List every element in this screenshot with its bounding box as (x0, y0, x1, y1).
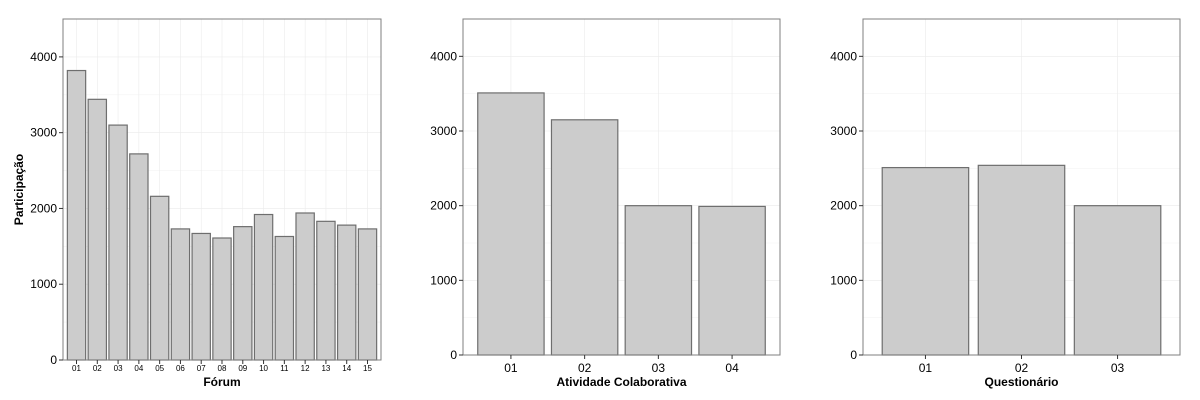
y-tick-label: 4000 (430, 49, 457, 63)
y-tick-label: 1000 (30, 277, 57, 291)
bar-11 (274, 235, 295, 361)
x-tick-label-02: 02 (93, 364, 102, 373)
x-tick-label-09: 09 (238, 364, 247, 373)
plot-frame (462, 18, 781, 356)
y-tick-label: 0 (50, 353, 57, 367)
bar-02 (87, 98, 108, 361)
bar-07 (191, 232, 211, 361)
x-tick-label-05: 05 (155, 364, 164, 373)
x-tick-label-10: 10 (259, 364, 268, 373)
x-tick-label-06: 06 (176, 364, 185, 373)
x-tick-label-08: 08 (218, 364, 227, 373)
bar-09 (233, 226, 253, 361)
x-tick-label-03: 03 (1111, 361, 1125, 375)
x-tick-label-11: 11 (280, 364, 289, 373)
bar-02 (977, 164, 1066, 356)
chart-panel-atividade-colaborativa: 0 1000 2000 3000 4000 01 02 03 04 Atividade Colab… (430, 18, 781, 389)
y-tick-label: 3000 (30, 126, 57, 140)
x-tick-label-03: 03 (652, 361, 666, 375)
x-tick-label-12: 12 (301, 364, 310, 373)
bar-13 (316, 220, 336, 361)
x-tick-label-13: 13 (321, 364, 330, 373)
y-tick-label: 1000 (830, 273, 857, 287)
bar-04 (129, 153, 149, 361)
bar-01 (881, 166, 970, 356)
bar-05 (149, 195, 170, 361)
bar-02 (550, 119, 619, 356)
x-tick-label-01: 01 (72, 364, 81, 373)
chart-panel-questionario: 0 1000 2000 3000 4000 01 02 03 Questionário (830, 18, 1181, 389)
x-axis-title: Atividade Colaborativa (556, 375, 686, 389)
bar-03 (624, 205, 693, 356)
x-tick-label-01: 01 (919, 361, 933, 375)
bar-12 (295, 212, 315, 361)
x-tick-label-04: 04 (134, 364, 143, 373)
bar-04 (698, 205, 766, 356)
y-tick-label: 0 (450, 348, 457, 362)
y-tick-label: 3000 (830, 124, 857, 138)
x-axis-title: Questionário (984, 375, 1058, 389)
bar-15 (357, 228, 378, 361)
x-tick-label-03: 03 (114, 364, 123, 373)
y-tick-label: 3000 (430, 124, 457, 138)
bar-01 (477, 92, 545, 356)
bar-10 (253, 213, 274, 361)
x-tick-label-02: 02 (578, 361, 592, 375)
x-tick-label-07: 07 (197, 364, 206, 373)
bar-08 (212, 237, 232, 361)
chart-panel-forum: 0 1000 2000 3000 4000 01 02 03 04 05 06 07 08 09 10 11 1… (12, 18, 382, 389)
bar-03 (108, 124, 128, 361)
y-tick-label: 4000 (830, 49, 857, 63)
bar-06 (170, 228, 191, 361)
x-tick-label-14: 14 (342, 364, 351, 373)
x-axis-title: Fórum (203, 375, 240, 389)
bar-14 (336, 224, 357, 361)
y-tick-label: 4000 (30, 50, 57, 64)
bar-03 (1073, 205, 1162, 356)
y-tick-label: 2000 (430, 199, 457, 213)
x-tick-label-04: 04 (725, 361, 739, 375)
y-tick-label: 2000 (830, 199, 857, 213)
y-axis-title: Participação (12, 154, 26, 225)
x-tick-label-15: 15 (363, 364, 372, 373)
x-tick-label-02: 02 (1015, 361, 1029, 375)
y-tick-label: 2000 (30, 201, 57, 215)
y-tick-label: 1000 (430, 273, 457, 287)
bar-01 (66, 69, 87, 361)
x-tick-label-01: 01 (504, 361, 518, 375)
y-tick-label: 0 (850, 348, 857, 362)
